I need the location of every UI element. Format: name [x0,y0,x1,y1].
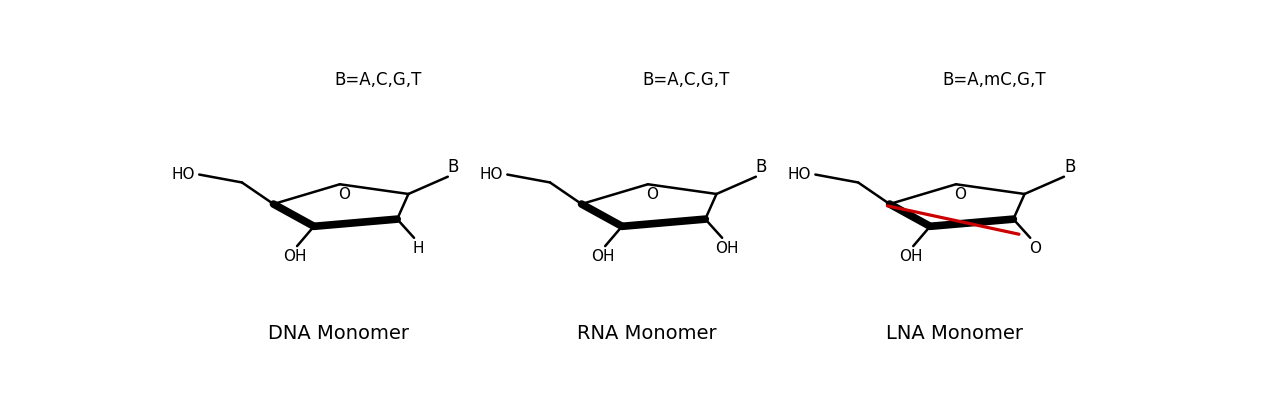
Text: H: H [413,241,424,255]
Text: B=A,C,G,T: B=A,C,G,T [334,70,422,88]
Text: LNA Monomer: LNA Monomer [886,323,1023,342]
Text: HO: HO [787,167,811,182]
Text: OH: OH [714,241,738,255]
Text: HO: HO [172,167,194,182]
Text: B=A,C,G,T: B=A,C,G,T [642,70,729,88]
Text: HO: HO [480,167,502,182]
Text: B: B [756,157,767,175]
Text: B: B [448,157,459,175]
Text: RNA Monomer: RNA Monomer [577,323,717,342]
Text: OH: OH [591,249,615,264]
Text: OH: OH [900,249,923,264]
Text: B: B [1064,157,1075,175]
Text: B=A,mC,G,T: B=A,mC,G,T [943,70,1046,88]
Text: O: O [646,186,659,201]
Text: DNA Monomer: DNA Monomer [269,323,409,342]
Text: O: O [954,186,967,201]
Text: O: O [1029,241,1041,255]
Text: O: O [338,186,351,201]
Text: OH: OH [283,249,307,264]
